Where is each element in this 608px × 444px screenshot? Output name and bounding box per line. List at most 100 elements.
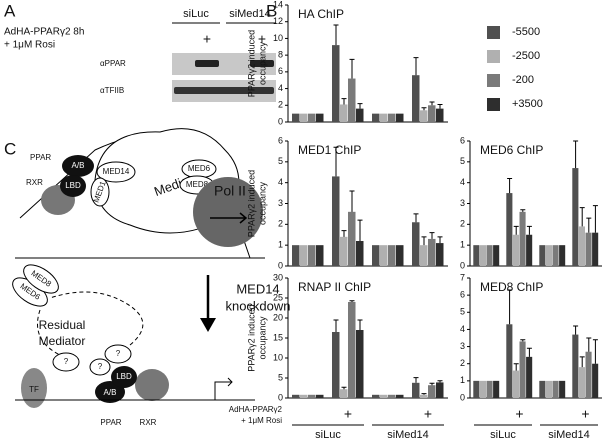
bar: [585, 232, 592, 266]
y-tick-label: 0: [278, 392, 283, 402]
legend-label: +3500: [512, 98, 543, 110]
legend-swatch: [487, 26, 500, 39]
bar: [332, 176, 340, 266]
bar: [396, 245, 404, 266]
legend-label: -200: [512, 74, 534, 86]
med1: [90, 177, 110, 207]
bar: [412, 222, 420, 266]
bar: [316, 245, 324, 266]
bar: [572, 168, 579, 266]
lane-label: +: [344, 406, 352, 422]
bar: [396, 113, 404, 122]
group-label: siMed14: [387, 429, 429, 441]
error-bar: [333, 319, 339, 332]
error-bar: [349, 190, 355, 212]
error-bar: [429, 101, 435, 106]
promoter-arrow: [214, 377, 233, 400]
y-tick-label: 5: [460, 156, 465, 166]
bar: [372, 113, 380, 122]
y-tick-label: 0: [460, 392, 465, 402]
lane-label: +: [581, 406, 589, 422]
med8-label: MED8: [186, 180, 209, 189]
bar: [436, 108, 444, 122]
bar: [372, 245, 380, 266]
lbd-domain: [60, 175, 86, 197]
tf-label: TF: [29, 385, 39, 394]
bar: [300, 245, 308, 266]
knockdown-step: MED14 knockdown: [200, 275, 291, 332]
step-arrowhead: [200, 318, 216, 332]
bar: [356, 241, 364, 266]
bar: [428, 385, 436, 398]
step-label: knockdown: [225, 298, 290, 313]
y-tick-label: 14: [273, 0, 283, 9]
lbd-domain: [111, 366, 137, 388]
group-label: siLuc: [315, 429, 341, 441]
bar: [348, 211, 356, 266]
error-bar: [573, 140, 579, 169]
ab-domain: [62, 155, 94, 177]
error-bar: [437, 103, 443, 109]
bar: [292, 245, 300, 266]
band: [174, 87, 274, 94]
y-tick-label: 8: [278, 50, 283, 60]
y-tick-label: 20: [273, 312, 283, 322]
error-bar: [573, 325, 579, 335]
y-tick-label: 4: [278, 177, 283, 187]
lbd-label: LBD: [65, 181, 81, 190]
error-bar: [349, 58, 355, 79]
y-tick-label: 15: [273, 332, 283, 342]
y-tick-label: 2: [460, 358, 465, 368]
ppar-label: PPAR: [100, 418, 121, 427]
error-bar: [421, 107, 427, 111]
bar: [473, 380, 480, 398]
error-bar: [526, 347, 532, 357]
error-bar: [421, 236, 427, 246]
unknown-factor: [52, 352, 80, 372]
error-bar: [429, 232, 435, 239]
y-tick-label: 6: [460, 135, 465, 145]
bar: [493, 245, 500, 266]
bar: [308, 113, 316, 122]
bar: [436, 243, 444, 266]
error-bar: [520, 209, 526, 212]
ppar-label: PPAR: [30, 153, 51, 162]
chart-title: RNAP II ChIP: [298, 280, 371, 294]
bar: [348, 78, 356, 122]
bar: [420, 110, 428, 122]
bar: [380, 113, 388, 122]
rxr-label: RXR: [26, 178, 43, 187]
treatment-label: AdHA-PPARγ2 8h: [4, 27, 84, 38]
lane-label: +: [424, 406, 432, 422]
bar: [493, 380, 500, 398]
bar: [578, 226, 585, 266]
bar: [380, 245, 388, 266]
y-tick-label: 30: [273, 272, 283, 282]
band-label: αTFIIB: [100, 86, 124, 95]
rxr-label: RXR: [140, 418, 157, 427]
bar: [332, 332, 340, 398]
bar: [388, 394, 396, 398]
panel-label: C: [4, 139, 16, 158]
bar: [519, 341, 526, 398]
y-tick-label: 0: [460, 260, 465, 270]
transcription-arrow: [210, 212, 248, 224]
error-bar: [507, 178, 513, 194]
bar: [372, 394, 380, 398]
bar: [479, 380, 486, 398]
error-bar: [341, 98, 347, 105]
bar: [300, 113, 308, 122]
y-tick-label: 4: [460, 177, 465, 187]
bar: [300, 394, 308, 398]
bar: [388, 113, 396, 122]
y-tick-label: 1: [278, 240, 283, 250]
chart-title: MED1 ChIP: [298, 143, 361, 157]
bar: [572, 334, 579, 398]
bar: [356, 108, 364, 122]
y-axis-label: PPARγ2 induced: [246, 170, 256, 237]
y-tick-label: 3: [278, 198, 283, 208]
band: [250, 60, 274, 67]
bar: [486, 380, 493, 398]
bar: [420, 394, 428, 398]
